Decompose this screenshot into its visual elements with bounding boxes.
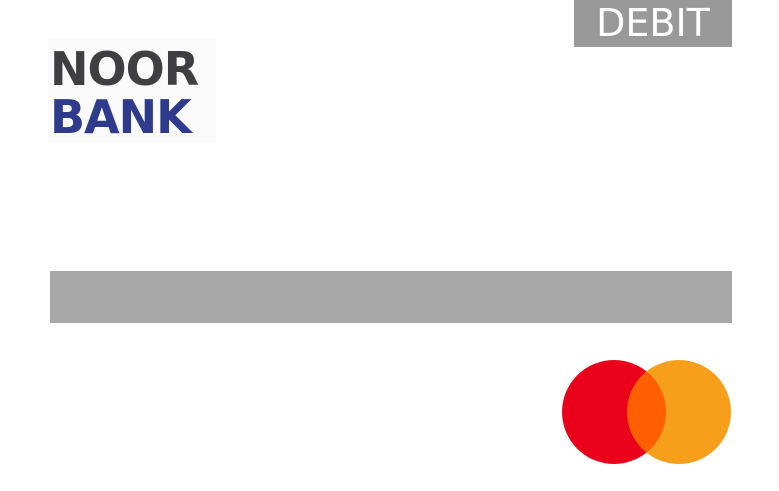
mastercard-logo-icon [562,359,732,465]
bank-logo: NOOR BANK [48,38,216,142]
bank-name-line1: NOOR [50,46,198,92]
card-number-redacted-bar [50,271,732,323]
bank-name-line2: BANK [50,94,191,140]
card-type-badge: DEBIT [574,0,732,47]
